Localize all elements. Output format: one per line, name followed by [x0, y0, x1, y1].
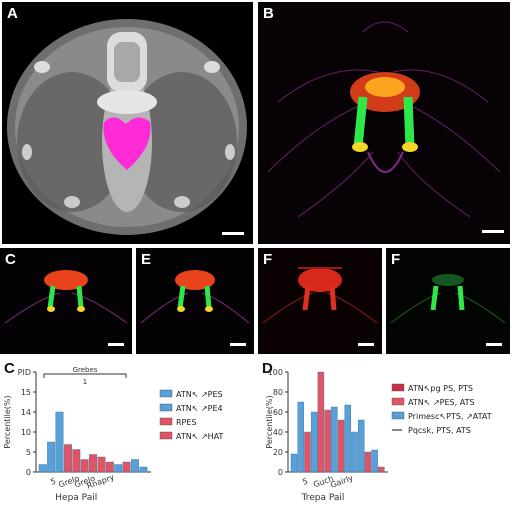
bar — [47, 441, 56, 473]
fluorescence-illustration-f-green — [386, 248, 510, 354]
bar — [38, 464, 47, 473]
legend-entry: ATN↖ ↗PE4 — [176, 404, 223, 413]
legend-swatch — [159, 403, 173, 412]
bar — [55, 411, 64, 473]
bar — [331, 406, 338, 473]
bar — [310, 411, 318, 473]
legend-entry: ATN↖pg PS, PTS — [408, 384, 473, 393]
legend-entry: RPES — [176, 418, 197, 427]
y-tick-label: PID — [18, 368, 31, 377]
legend-entry: Primesc↖PTS, ↗ATAT — [408, 412, 492, 421]
legend-swatch — [391, 383, 405, 392]
scale-bar-c — [108, 343, 124, 346]
bracket-label: Grebes — [73, 366, 98, 374]
scale-bar-e — [230, 343, 246, 346]
x-tick-label: Gairly — [329, 473, 354, 490]
panel-e-fluorescence-image: E — [136, 248, 254, 354]
bar — [89, 454, 98, 473]
y-tick-label: 60 — [273, 408, 283, 417]
fluorescence-illustration-f-red — [258, 248, 382, 354]
bar — [114, 464, 123, 473]
fluorescence-illustration-b — [258, 2, 510, 244]
y-tick-label: 0 — [278, 468, 283, 477]
fluorescence-illustration-c — [0, 248, 132, 354]
bar — [337, 419, 345, 473]
x-tick-label: 5 — [301, 477, 309, 487]
legend-entry: Pqcsk, PTS, ATS — [408, 426, 471, 435]
x-axis-label: Trepa Pail — [301, 493, 345, 503]
bar — [63, 444, 72, 473]
panel-label-f-green: F — [391, 251, 401, 268]
bar — [290, 453, 298, 473]
bar — [122, 461, 131, 473]
y-axis-label: Percentile(%) — [265, 395, 274, 448]
bar — [131, 459, 139, 473]
legend-swatch — [391, 397, 405, 406]
y-tick-label: 0 — [26, 468, 31, 477]
chart-c-panel-label: C — [4, 360, 15, 377]
bar — [371, 449, 378, 473]
bar — [324, 409, 331, 473]
panel-label-c: C — [5, 251, 16, 268]
bar — [304, 431, 311, 473]
fluorescence-illustration-e — [136, 248, 254, 354]
legend-swatch — [159, 431, 173, 440]
significance-bracket — [43, 373, 127, 378]
y-tick-label: 80 — [273, 388, 283, 397]
bar — [317, 371, 325, 473]
legend-entry: ATN↖ ↗PES — [176, 390, 223, 399]
scale-bar-a — [222, 232, 244, 235]
bar — [139, 466, 148, 473]
y-tick-label: 5 — [26, 448, 31, 457]
y-tick-label: 15 — [21, 388, 31, 397]
ct-illustration — [2, 2, 253, 244]
panel-f-red-image: F — [258, 248, 382, 354]
bar — [105, 461, 114, 473]
y-tick-label: 10 — [21, 428, 31, 437]
legend-entry: ATN↖ ↗PES, ATS — [408, 398, 475, 407]
panel-label-b: B — [263, 5, 274, 22]
y-tick-label: 20 — [273, 448, 283, 457]
legend-swatch — [159, 417, 173, 426]
bar — [297, 401, 304, 473]
legend-swatch — [159, 389, 173, 398]
bar — [351, 431, 358, 473]
bar — [378, 466, 385, 473]
bar — [80, 459, 89, 473]
panel-label-e: E — [141, 251, 152, 268]
y-tick-label: 100 — [268, 368, 283, 377]
panel-c-fluorescence-image: C — [0, 248, 132, 354]
y-tick-label: 40 — [273, 428, 283, 437]
legend-entry: ATN↖ ↗HAT — [176, 432, 224, 441]
panel-b-fluorescence-image: B — [258, 2, 510, 244]
bar — [97, 456, 106, 473]
bar — [72, 449, 81, 473]
scale-bar-f-green — [486, 343, 502, 346]
bracket-sub-label: 1 — [83, 378, 87, 386]
bar — [364, 451, 372, 473]
bar — [344, 404, 351, 473]
scale-bar-f-red — [358, 343, 374, 346]
scale-bar-b — [482, 230, 504, 233]
legend-swatch — [391, 411, 405, 420]
panel-label-a: A — [7, 5, 18, 22]
x-axis-label: Hepa Pail — [55, 493, 97, 503]
panel-a-ct-image: A — [2, 2, 253, 244]
y-axis-label: Percentile(%) — [3, 395, 12, 448]
y-tick-label: 14 — [21, 408, 31, 417]
bar — [357, 419, 365, 473]
x-tick-label: 5 — [49, 477, 57, 487]
chart-d-panel-label: D — [262, 360, 273, 377]
panel-f-green-image: F — [386, 248, 510, 354]
panel-label-f-red: F — [263, 251, 273, 268]
